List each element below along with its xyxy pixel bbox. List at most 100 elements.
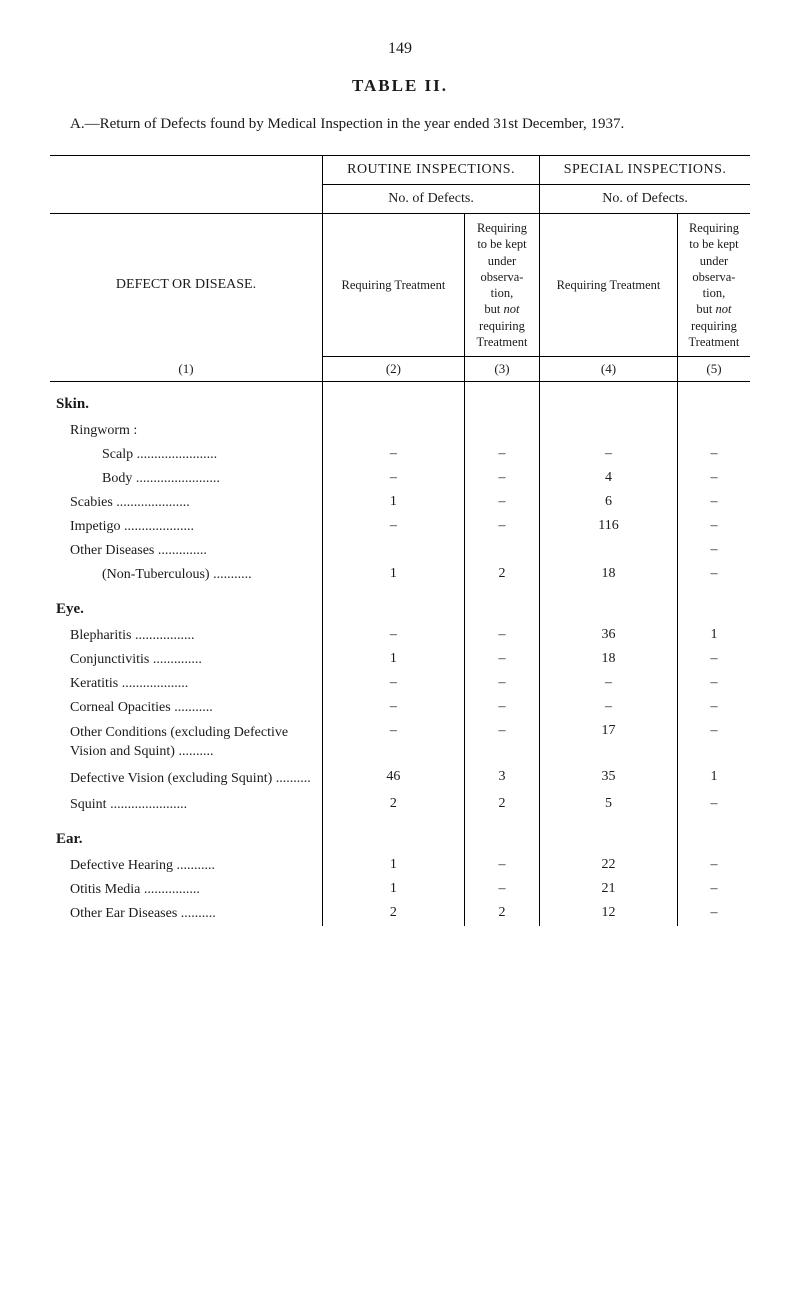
empty-cell [677,419,750,443]
empty-cell [677,587,750,624]
category-label: Skin. [50,382,323,420]
empty-cell [464,817,539,854]
empty-cell [464,382,539,420]
data-cell: – [540,672,678,696]
header-no-defects-special: No. of Defects. [540,185,750,214]
row-label: Scabies ..................... [50,491,323,515]
colnum-4: (4) [540,357,678,382]
data-cell: – [464,696,539,720]
data-cell: – [677,854,750,878]
data-cell: 3 [464,766,539,793]
data-cell: – [464,878,539,902]
row-label: Body ........................ [50,467,323,491]
data-cell: – [677,672,750,696]
data-cell: 46 [323,766,465,793]
header-routine: ROUTINE INSPECTIONS. [323,156,540,185]
data-cell: 2 [323,902,465,926]
category-label: Eye. [50,587,323,624]
row-label: Other Ear Diseases .......... [50,902,323,926]
data-cell: – [677,539,750,563]
data-cell: 5 [540,793,678,817]
data-cell: – [677,793,750,817]
data-cell: 1 [677,624,750,648]
colnum-2: (2) [323,357,465,382]
data-cell: 4 [540,467,678,491]
data-cell: – [323,443,465,467]
empty-cell [464,419,539,443]
empty-cell [540,419,678,443]
data-cell: 22 [540,854,678,878]
data-cell: 36 [540,624,678,648]
row-label: Impetigo .................... [50,515,323,539]
category-label: Ear. [50,817,323,854]
data-cell: – [323,696,465,720]
data-cell: – [677,443,750,467]
header-special: SPECIAL INSPECTIONS. [540,156,750,185]
data-cell [464,539,539,563]
data-cell: – [323,624,465,648]
header-requiring-kept-3: Requiringto be keptunderobserva-tion,but… [464,214,539,357]
colnum-1: (1) [50,357,323,382]
data-cell: 18 [540,648,678,672]
row-label: Defective Hearing ........... [50,854,323,878]
data-cell: – [323,467,465,491]
data-cell: – [677,696,750,720]
data-cell: – [323,515,465,539]
data-cell: – [677,563,750,587]
empty-cell [540,382,678,420]
data-cell: 12 [540,902,678,926]
row-label: Other Diseases .............. [50,539,323,563]
empty-cell [323,817,465,854]
data-cell: 2 [464,563,539,587]
data-cell: 2 [464,902,539,926]
empty-cell [323,382,465,420]
data-cell: – [677,648,750,672]
row-label: Squint ...................... [50,793,323,817]
data-cell [540,539,678,563]
row-label: Keratitis ................... [50,672,323,696]
empty-cell [323,587,465,624]
data-cell: 18 [540,563,678,587]
row-label: Defective Vision (excluding Squint) ....… [50,766,323,793]
page-number: 149 [50,40,750,58]
header-requiring-treatment-4: Requiring Treatment [540,214,678,357]
header-requiring-kept-5: Requiringto be keptunderobserva-tion,but… [677,214,750,357]
row-label: Corneal Opacities ........... [50,696,323,720]
data-cell: – [323,720,465,766]
data-cell: 2 [323,793,465,817]
row-label: Conjunctivitis .............. [50,648,323,672]
data-cell: 116 [540,515,678,539]
data-cell: – [677,515,750,539]
table-title: TABLE II. [50,76,750,96]
empty-cell [323,419,465,443]
empty-cell [540,587,678,624]
data-cell: – [677,491,750,515]
data-cell: – [464,624,539,648]
header-requiring-treatment-2: Requiring Treatment [323,214,465,357]
empty-cell [464,587,539,624]
data-cell: 1 [323,563,465,587]
data-cell [323,539,465,563]
data-cell: 1 [323,878,465,902]
data-cell: – [464,648,539,672]
data-cell: 1 [323,648,465,672]
data-cell: 1 [323,491,465,515]
data-cell: 17 [540,720,678,766]
row-label: Other Conditions (excluding Defective Vi… [50,720,323,766]
header-defect-or-disease: DEFECT OR DISEASE. [50,214,323,357]
header-no-defects-routine: No. of Defects. [323,185,540,214]
empty-cell [540,817,678,854]
data-cell: 6 [540,491,678,515]
data-cell: – [464,854,539,878]
data-cell: 2 [464,793,539,817]
empty-cell [677,382,750,420]
row-label: Blepharitis ................. [50,624,323,648]
row-label: (Non-Tuberculous) ........... [50,563,323,587]
data-cell: – [464,491,539,515]
data-cell: – [464,515,539,539]
data-cell: 35 [540,766,678,793]
data-cell: 21 [540,878,678,902]
data-cell: – [677,467,750,491]
table-caption: A.—Return of Defects found by Medical In… [70,114,730,135]
data-cell: – [464,672,539,696]
